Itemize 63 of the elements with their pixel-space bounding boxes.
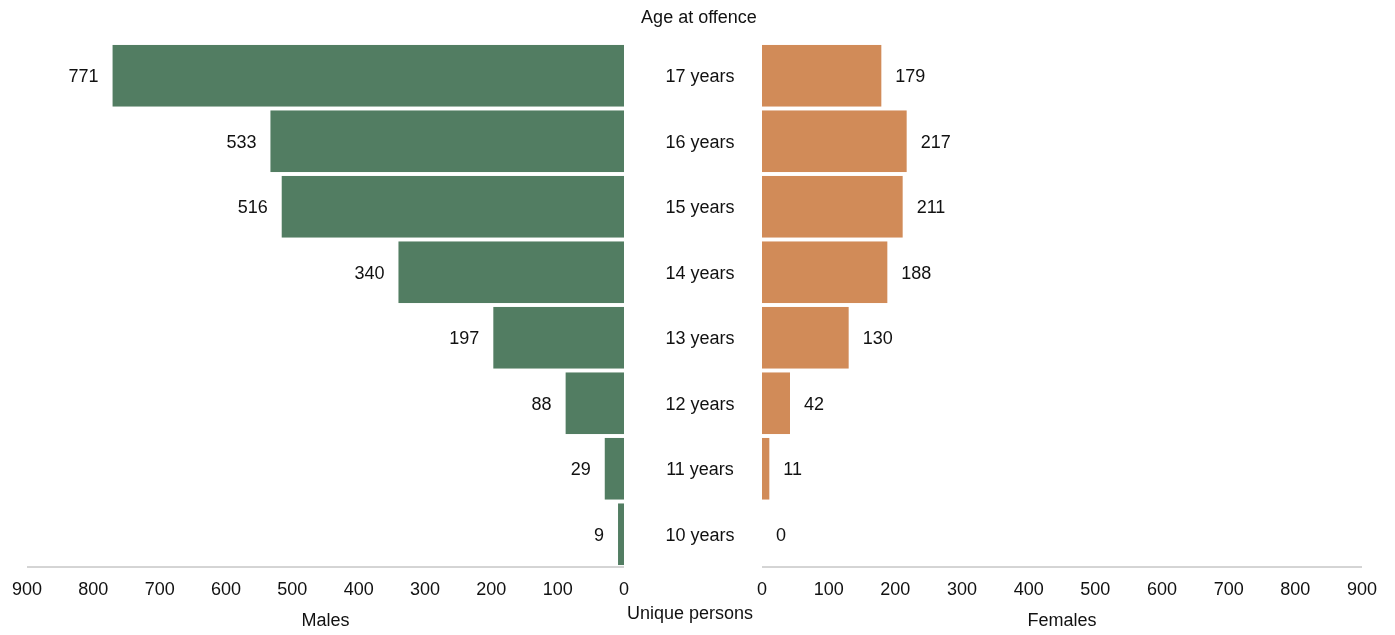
- x-tick-label: 800: [1280, 579, 1311, 599]
- data-label: 340: [354, 262, 385, 283]
- y-tick-label: 12 years: [665, 393, 735, 414]
- data-label: 130: [862, 328, 893, 349]
- data-label: 11: [783, 459, 803, 480]
- x-tick-label: 100: [813, 579, 844, 599]
- data-label: 0: [776, 524, 787, 545]
- x-tick-label: 0: [756, 579, 768, 599]
- y-tick-label: 14 years: [665, 262, 735, 283]
- x-tick-label: 100: [542, 579, 573, 599]
- x-axis-title: Females: [1027, 610, 1097, 630]
- x-tick-label: 0: [618, 579, 630, 599]
- data-label: 179: [895, 66, 926, 87]
- bar: [398, 241, 624, 304]
- x-tick-label: 300: [409, 579, 441, 599]
- data-label: 533: [226, 131, 257, 152]
- y-axis-title: Age at offence: [641, 7, 757, 27]
- data-label: 188: [901, 262, 932, 283]
- bar: [493, 306, 624, 369]
- text: Unique persons: [626, 603, 754, 623]
- y-tick-label: 13 years: [665, 328, 735, 349]
- x-tick-label: 400: [343, 579, 374, 599]
- data-label: 516: [237, 197, 268, 218]
- data-label: 211: [916, 197, 946, 218]
- x-tick-label: 700: [1213, 579, 1244, 599]
- x-tick-label: 700: [144, 579, 175, 599]
- x-tick-label: 500: [1080, 579, 1111, 599]
- data-label: 771: [68, 66, 99, 87]
- y-tick-label: 16 years: [665, 131, 735, 152]
- y-tick-label: 11 years: [666, 459, 734, 480]
- data-label: 88: [531, 393, 552, 414]
- x-tick-label: 900: [11, 579, 43, 599]
- x-tick-label: 500: [277, 579, 308, 599]
- x-tick-label: 200: [880, 579, 911, 599]
- x-tick-label: 300: [946, 579, 978, 599]
- bar: [762, 175, 903, 238]
- data-label: 29: [570, 459, 591, 480]
- bar: [762, 372, 790, 435]
- bar: [618, 503, 624, 566]
- bar: [281, 175, 624, 238]
- bar: [762, 241, 888, 304]
- bar: [762, 306, 849, 369]
- bar: [565, 372, 624, 435]
- x-tick-label: 900: [1346, 579, 1378, 599]
- data-label: 9: [594, 524, 605, 545]
- x-tick-label: 400: [1013, 579, 1044, 599]
- data-label: 217: [920, 131, 951, 152]
- bar: [112, 44, 624, 107]
- x-tick-label: 600: [1146, 579, 1178, 599]
- x-axis-title: Males: [301, 610, 350, 630]
- y-tick-label: 17 years: [665, 66, 735, 87]
- data-label: 42: [804, 393, 825, 414]
- bar: [762, 110, 907, 173]
- bar: [762, 437, 770, 500]
- bar: [270, 110, 624, 173]
- x-tick-label: 200: [476, 579, 507, 599]
- y-tick-label: 15 years: [665, 197, 735, 218]
- bar: [762, 44, 882, 107]
- bar: [604, 437, 624, 500]
- data-label: 197: [449, 328, 480, 349]
- x-tick-label: 800: [78, 579, 109, 599]
- y-tick-label: 10 years: [665, 524, 735, 545]
- x-tick-label: 600: [210, 579, 242, 599]
